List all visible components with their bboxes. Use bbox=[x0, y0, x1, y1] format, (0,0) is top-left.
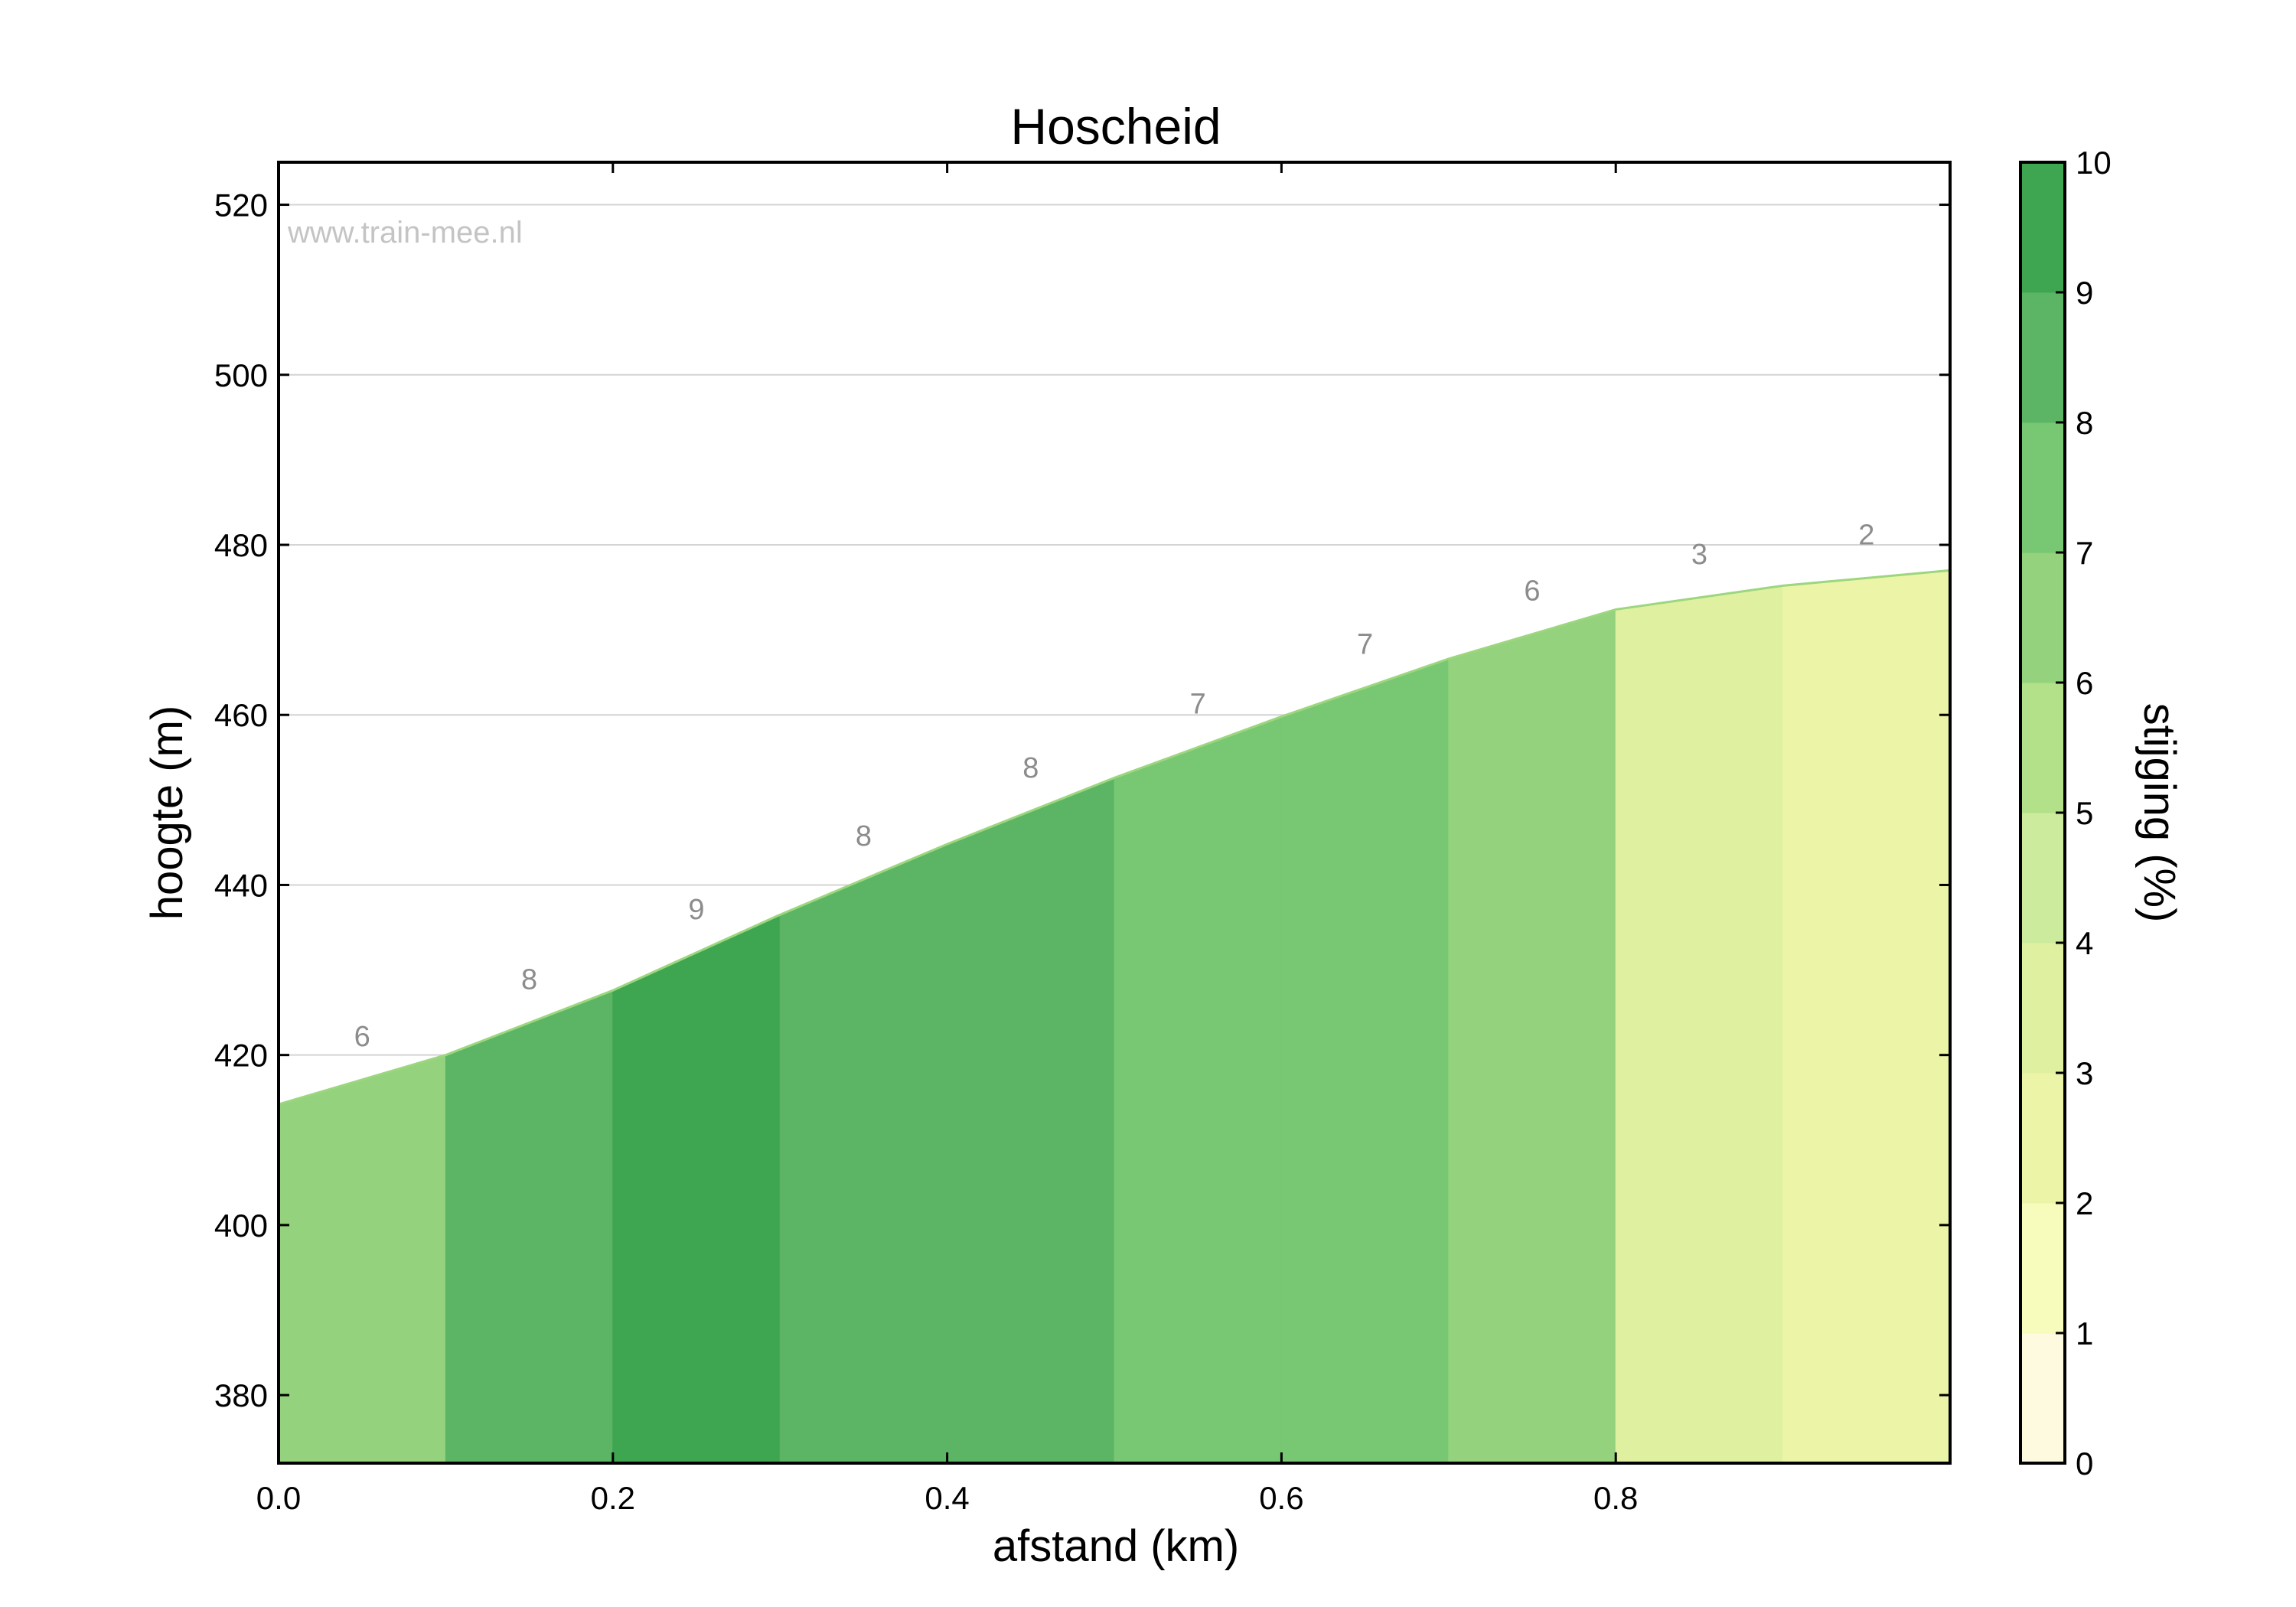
watermark: www.train-mee.nl bbox=[287, 216, 523, 249]
colorbar-tick-label: 6 bbox=[2076, 665, 2093, 701]
colorbar-tick-label: 2 bbox=[2076, 1185, 2093, 1221]
segment-area bbox=[612, 914, 781, 1464]
segment-area bbox=[779, 843, 948, 1464]
colorbar-tick-label: 9 bbox=[2076, 275, 2093, 311]
colorbar-tick-label: 8 bbox=[2076, 405, 2093, 441]
colorbar-swatch bbox=[2020, 1203, 2065, 1334]
segment-gradient-label: 6 bbox=[354, 1021, 370, 1053]
y-tick-label: 400 bbox=[214, 1208, 268, 1244]
colorbar-swatch bbox=[2020, 683, 2065, 813]
colorbar-swatch bbox=[2020, 422, 2065, 553]
colorbar-swatch bbox=[2020, 162, 2065, 293]
y-tick-label: 380 bbox=[214, 1377, 268, 1413]
segment-area bbox=[278, 1054, 446, 1464]
colorbar-swatch bbox=[2020, 1073, 2065, 1204]
x-axis-label: afstand (km) bbox=[993, 1521, 1239, 1571]
colorbar-tick-label: 4 bbox=[2076, 925, 2093, 961]
x-tick-label: 0.2 bbox=[591, 1480, 635, 1516]
segment-gradient-label: 2 bbox=[1858, 519, 1874, 551]
x-tick-label: 0.6 bbox=[1259, 1480, 1303, 1516]
colorbar-tick-label: 1 bbox=[2076, 1315, 2093, 1351]
segment-area bbox=[1782, 569, 1951, 1464]
segment-area bbox=[1448, 608, 1616, 1464]
y-tick-label: 440 bbox=[214, 867, 268, 903]
profile-line bbox=[278, 569, 1951, 1106]
segment-gradient-label: 8 bbox=[856, 820, 872, 852]
segment-gradient-label: 6 bbox=[1524, 575, 1540, 608]
segment-area bbox=[947, 777, 1115, 1464]
colorbar-tick-label: 5 bbox=[2076, 795, 2093, 831]
colorbar-swatch bbox=[2020, 813, 2065, 944]
gradient-labels: 6 8 9 8 8 7 7 6 3 2 bbox=[354, 519, 1875, 1053]
y-axis-label: hoogte (m) bbox=[142, 706, 192, 920]
colorbar-swatch bbox=[2020, 292, 2065, 423]
segment-gradient-label: 8 bbox=[1022, 752, 1039, 784]
colorbar: 0 1 2 3 4 5 6 7 8 9 10 bbox=[2019, 145, 2112, 1482]
colorbar-label: stijging (%) bbox=[2135, 703, 2184, 923]
colorbar-tick-label: 3 bbox=[2076, 1055, 2093, 1091]
colorbar-tick-label: 7 bbox=[2076, 535, 2093, 571]
colorbar-tick-label: 0 bbox=[2076, 1446, 2093, 1482]
x-tick-label: 0.8 bbox=[1593, 1480, 1638, 1516]
segment-area bbox=[445, 989, 614, 1464]
segment-area bbox=[1615, 585, 1784, 1464]
colorbar-tick-label: 10 bbox=[2076, 145, 2112, 181]
y-tick-label: 480 bbox=[214, 527, 268, 563]
plot-frame bbox=[277, 161, 1952, 1465]
segment-gradient-label: 3 bbox=[1691, 539, 1707, 571]
chart-title: Hoscheid bbox=[1010, 98, 1221, 155]
segment-area bbox=[1280, 658, 1450, 1464]
x-axis: 0.0 0.2 0.4 0.6 0.8 bbox=[256, 162, 1638, 1516]
segment-gradient-label: 7 bbox=[1357, 629, 1373, 661]
x-tick-label: 0.0 bbox=[256, 1480, 301, 1516]
segment-gradient-label: 9 bbox=[688, 894, 704, 926]
colorbar-swatch bbox=[2020, 553, 2065, 683]
colorbar-swatch bbox=[2020, 1333, 2065, 1464]
segment-area bbox=[1114, 715, 1282, 1464]
x-tick-label: 0.4 bbox=[925, 1480, 969, 1516]
colorbar-swatch bbox=[2020, 943, 2065, 1074]
segment-gradient-label: 7 bbox=[1190, 688, 1206, 720]
y-tick-label: 460 bbox=[214, 697, 268, 733]
segment-gradient-label: 8 bbox=[521, 963, 537, 996]
y-axis: 380 400 420 440 460 480 500 520 bbox=[214, 187, 1950, 1413]
gradient-segments bbox=[278, 569, 1951, 1464]
y-tick-label: 500 bbox=[214, 357, 268, 393]
y-tick-label: 520 bbox=[214, 187, 268, 223]
y-tick-label: 420 bbox=[214, 1038, 268, 1074]
